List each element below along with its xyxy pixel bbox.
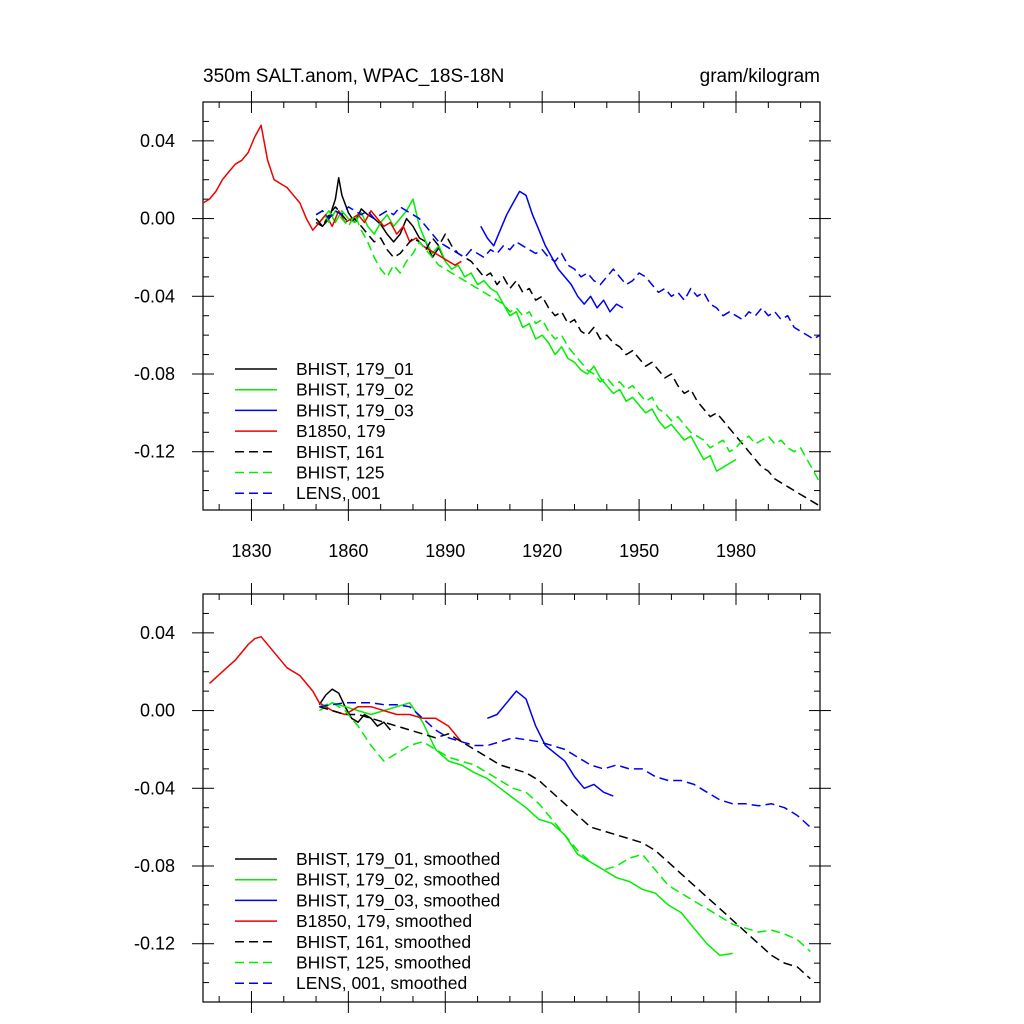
series-line-b1850-179 — [208, 635, 462, 743]
x-tick-label: 1830 — [231, 541, 271, 561]
legend-label: B1850, 179 — [296, 421, 386, 441]
y-tick-label: -0.08 — [134, 856, 175, 876]
legend-label: BHIST, 179_01 — [296, 359, 414, 380]
legend-label: BHIST, 179_02, smoothed — [296, 870, 500, 891]
legend-label: BHIST, 179_03, smoothed — [296, 890, 500, 911]
y-tick-label: -0.08 — [134, 364, 175, 384]
legend-label: BHIST, 179_03 — [296, 400, 414, 421]
bottom-panel: 0.04 0.00 -0.04 -0.08 -0.12 BHIST, 179_01, sm… — [134, 583, 831, 1013]
legend-label: BHIST, 125, smoothed — [296, 953, 471, 973]
legend-label: BHIST, 179_01, smoothed — [296, 849, 500, 870]
plot-frame — [202, 593, 821, 1003]
panel-title: 350m SALT.anom, WPAC_18S-18N — [203, 66, 504, 87]
plot-frame — [202, 101, 821, 511]
legend-label: LENS, 001, smoothed — [296, 973, 467, 993]
series-line-bhist-179-01 — [318, 688, 391, 731]
series-line-bhist-179-02 — [318, 702, 733, 957]
y-tick-label: 0.04 — [140, 131, 175, 151]
legend-label: BHIST, 161, smoothed — [296, 932, 471, 952]
x-tick-label: 1860 — [328, 541, 368, 561]
series-line-bhist-179-03 — [487, 690, 614, 797]
series-line-b1850-179 — [203, 124, 462, 266]
legend-label: B1850, 179, smoothed — [296, 911, 472, 931]
y-tick-label: -0.12 — [134, 934, 175, 954]
top-panel: 0.04 0.00 -0.04 -0.08 -0.12 1830 1860 1890 1920 1… — [134, 91, 831, 561]
y-tick-label: -0.04 — [134, 778, 175, 798]
y-tick-label: 0.00 — [140, 701, 175, 721]
series-line-bhist-179-03 — [480, 190, 624, 313]
series-line-bhist-179-01 — [315, 177, 446, 262]
x-tick-label: 1920 — [522, 541, 562, 561]
series-line-bhist-161 — [315, 206, 820, 507]
units-label: gram/kilogram — [700, 66, 820, 87]
y-tick-label: 0.00 — [140, 209, 175, 229]
legend-label: LENS, 001 — [296, 483, 381, 503]
legend-label: BHIST, 161 — [296, 442, 385, 462]
x-tick-label: 1890 — [425, 541, 465, 561]
y-tick-label: 0.04 — [140, 623, 175, 643]
series-line-bhist-179-02 — [315, 198, 737, 472]
legend-label: BHIST, 125 — [296, 463, 385, 483]
series-line-bhist-125 — [315, 210, 820, 484]
series-line-lens-001 — [315, 206, 820, 340]
x-tick-label: 1980 — [716, 541, 756, 561]
series-line-bhist-125 — [319, 702, 811, 953]
y-tick-label: -0.12 — [134, 442, 175, 462]
series-line-bhist-161 — [319, 705, 811, 980]
x-tick-label: 1950 — [619, 541, 659, 561]
legend-label: BHIST, 179_02 — [296, 380, 414, 401]
y-tick-label: -0.04 — [134, 286, 175, 306]
series-line-lens-001 — [319, 702, 811, 828]
